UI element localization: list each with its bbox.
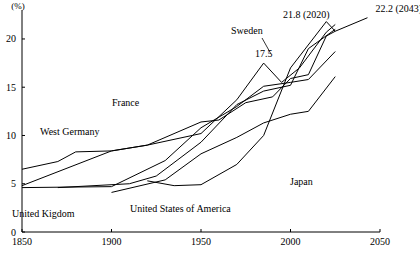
y-axis-label: (%) — [11, 1, 25, 11]
y-tick-label: 20 — [6, 33, 16, 44]
series-label: United Kigdom — [12, 208, 75, 219]
x-tick — [380, 229, 381, 232]
x-tick — [290, 229, 291, 232]
series-line — [22, 52, 335, 188]
series-label: United States of America — [130, 203, 231, 214]
y-tick — [22, 87, 25, 88]
annotation: 21.8 (2020) — [283, 9, 330, 21]
series-line — [112, 77, 336, 193]
series-line — [22, 24, 335, 185]
annotation: 22.2 (2043) — [375, 3, 420, 15]
annotation: 17.5 — [255, 48, 273, 59]
y-tick-label: 5 — [11, 178, 16, 189]
x-tick-label: 1900 — [102, 236, 122, 247]
x-tick — [22, 229, 23, 232]
x-tick-label: 1850 — [12, 236, 32, 247]
x-tick — [111, 229, 112, 232]
chart-svg: 05101520(%)18501900195020002050FranceSwe… — [0, 0, 420, 253]
chart-container: 05101520(%)18501900195020002050FranceSwe… — [0, 0, 420, 253]
plot-lines — [22, 18, 367, 193]
y-tick — [22, 183, 25, 184]
x-tick-label: 2050 — [370, 236, 390, 247]
x-tick-label: 1950 — [191, 236, 211, 247]
series-line — [147, 18, 367, 186]
series-label: Sweden — [231, 25, 263, 36]
series-line — [58, 29, 335, 187]
y-tick — [22, 135, 25, 136]
y-axis-line — [22, 10, 23, 232]
x-tick — [201, 229, 202, 232]
series-label: West Germany — [40, 126, 99, 137]
series-label: France — [112, 97, 140, 108]
x-tick-label: 2000 — [281, 236, 301, 247]
y-tick-label: 10 — [6, 130, 16, 141]
series-label: Japan — [290, 176, 313, 187]
y-tick — [22, 38, 25, 39]
y-tick-label: 15 — [6, 82, 16, 93]
